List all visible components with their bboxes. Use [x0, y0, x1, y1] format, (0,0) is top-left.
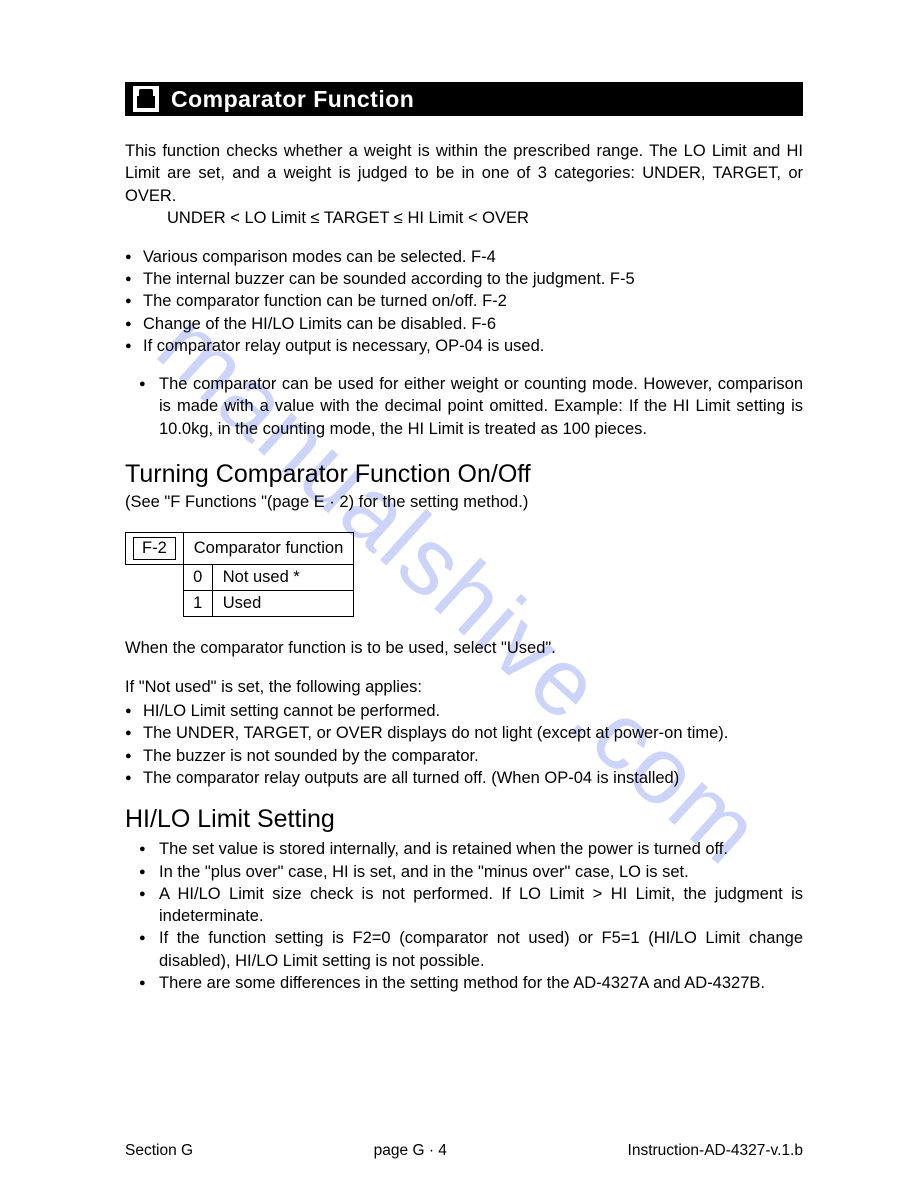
notused-paragraph: If "Not used" is set, the following appl… [125, 676, 803, 698]
f2-table: F-2 Comparator function 0 Not used * 1 U… [125, 532, 354, 617]
list-item: The comparator function can be turned on… [125, 290, 803, 312]
list-item: If comparator relay output is necessary,… [125, 335, 803, 357]
table-empty [126, 590, 184, 616]
list-item: In the "plus over" case, HI is set, and … [125, 861, 803, 883]
list-item: HI/LO Limit setting cannot be performed. [125, 700, 803, 722]
table-row-num: 1 [183, 590, 212, 616]
see-note: (See "F Functions "(page E · 2) for the … [125, 493, 803, 512]
list-item: If the function setting is F2=0 (compara… [125, 927, 803, 972]
list-item: The comparator can be used for either we… [125, 373, 803, 440]
intro-paragraph: This function checks whether a weight is… [125, 140, 803, 207]
feature-list-1: Various comparison modes can be selected… [125, 246, 803, 357]
f-code: F-2 [133, 537, 176, 560]
table-empty [126, 564, 184, 590]
list-item: There are some differences in the settin… [125, 972, 803, 994]
table-row-num: 0 [183, 564, 212, 590]
footer-page: page G · 4 [374, 1142, 447, 1160]
subheading-onoff: Turning Comparator Function On/Off [125, 460, 803, 489]
notused-list: HI/LO Limit setting cannot be performed.… [125, 700, 803, 789]
list-item: Change of the HI/LO Limits can be disabl… [125, 313, 803, 335]
footer-section: Section G [125, 1142, 193, 1160]
table-row-val: Not used * [212, 564, 354, 590]
footer-doc-id: Instruction-AD-4327-v.1.b [628, 1142, 803, 1160]
used-paragraph: When the comparator function is to be us… [125, 639, 803, 658]
feature-list-2: The comparator can be used for either we… [125, 373, 803, 440]
list-item: The comparator relay outputs are all tur… [125, 767, 803, 789]
range-formula: UNDER < LO Limit ≤ TARGET ≤ HI Limit < O… [167, 209, 803, 228]
table-code-cell: F-2 [126, 532, 184, 564]
list-item: A HI/LO Limit size check is not performe… [125, 883, 803, 928]
list-item: The set value is stored internally, and … [125, 838, 803, 860]
hilo-list: The set value is stored internally, and … [125, 838, 803, 994]
list-item: The UNDER, TARGET, or OVER displays do n… [125, 722, 803, 744]
list-item: Various comparison modes can be selected… [125, 246, 803, 268]
list-item: The internal buzzer can be sounded accor… [125, 268, 803, 290]
weight-icon [133, 86, 159, 112]
subheading-hilo: HI/LO Limit Setting [125, 805, 803, 834]
table-row-val: Used [212, 590, 354, 616]
list-item: The buzzer is not sounded by the compara… [125, 745, 803, 767]
section-header: Comparator Function [125, 82, 803, 116]
section-title: Comparator Function [171, 86, 414, 113]
table-label-cell: Comparator function [183, 532, 354, 564]
page-footer: Section G page G · 4 Instruction-AD-4327… [125, 1142, 803, 1160]
